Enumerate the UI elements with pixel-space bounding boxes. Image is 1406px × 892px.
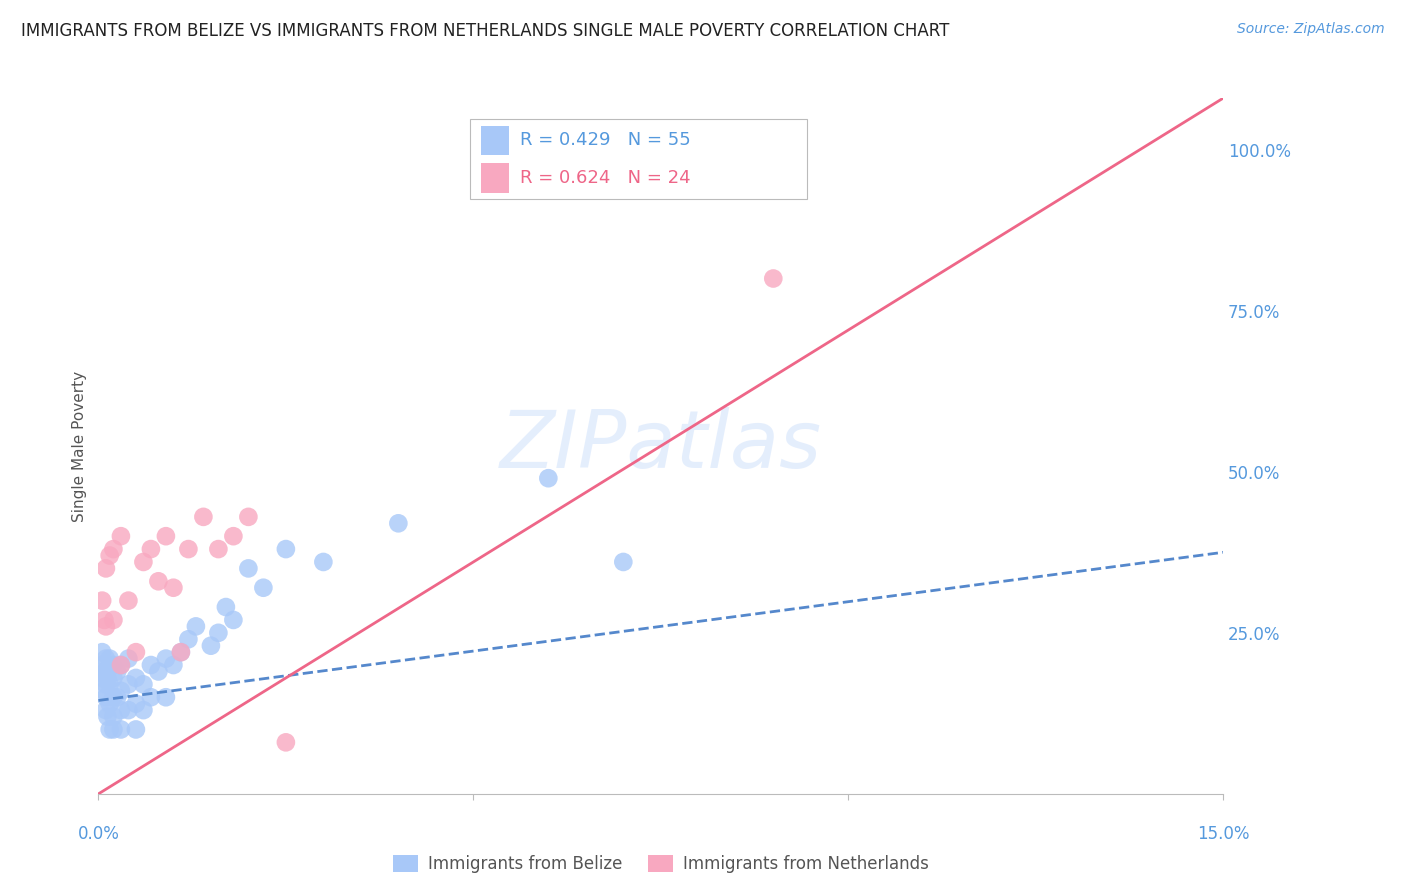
Point [117,703,139,717]
Point [612,555,634,569]
Point [139,658,162,673]
Point [125,697,148,711]
Point [103,723,125,737]
Point [103,613,125,627]
Point [139,542,162,557]
Text: R = 0.624   N = 24: R = 0.624 N = 24 [520,169,690,187]
Point [170,645,193,659]
Point [274,542,297,557]
Point [105,690,128,705]
Point [94,619,117,633]
Point [117,651,139,665]
Point [184,619,207,633]
Point [94,703,117,717]
Point [96,671,118,685]
Point [170,645,193,659]
Point [94,665,117,679]
Point [103,690,125,705]
Point [94,651,117,665]
Point [193,509,215,524]
Text: ZIPatlas: ZIPatlas [499,407,823,485]
FancyBboxPatch shape [481,163,509,193]
Point [98,697,121,711]
Point [103,671,125,685]
Text: 15.0%: 15.0% [1197,825,1250,843]
Point [238,561,260,575]
Point [762,271,785,285]
Point [252,581,274,595]
Point [98,651,121,665]
Point [207,542,229,557]
Point [155,529,177,543]
Point [139,690,162,705]
Point [537,471,560,485]
Point [93,683,115,698]
Point [387,516,409,531]
Point [94,690,117,705]
Point [238,509,260,524]
Point [110,683,132,698]
Point [103,709,125,723]
Point [155,690,177,705]
Point [103,658,125,673]
Point [274,735,297,749]
Point [155,651,177,665]
Point [177,542,200,557]
Point [125,645,148,659]
Point [148,665,170,679]
Point [110,658,132,673]
Point [222,529,245,543]
Point [110,658,132,673]
Point [98,549,121,563]
Point [94,677,117,691]
FancyBboxPatch shape [470,119,807,199]
Point [98,677,121,691]
Point [200,639,222,653]
Text: Source: ZipAtlas.com: Source: ZipAtlas.com [1237,22,1385,37]
Point [215,600,238,615]
Point [162,581,184,595]
Point [117,593,139,607]
Point [117,677,139,691]
Point [125,671,148,685]
Point [148,574,170,589]
Point [125,723,148,737]
Text: 0.0%: 0.0% [77,825,120,843]
FancyBboxPatch shape [481,126,509,155]
Point [91,645,114,659]
Text: R = 0.429   N = 55: R = 0.429 N = 55 [520,131,690,149]
Point [132,703,155,717]
Y-axis label: Single Male Poverty: Single Male Poverty [72,370,87,522]
Point [312,555,335,569]
Point [132,677,155,691]
Point [110,703,132,717]
Point [94,561,117,575]
Point [103,542,125,557]
Point [91,671,114,685]
Point [110,529,132,543]
Point [91,593,114,607]
Point [207,625,229,640]
Point [110,723,132,737]
Point [98,723,121,737]
Point [93,613,115,627]
Point [91,658,114,673]
Point [96,709,118,723]
Point [93,665,115,679]
Point [132,555,155,569]
Point [162,658,184,673]
Point [222,613,245,627]
Legend: Immigrants from Belize, Immigrants from Netherlands: Immigrants from Belize, Immigrants from … [387,848,935,880]
Point [177,632,200,647]
Text: IMMIGRANTS FROM BELIZE VS IMMIGRANTS FROM NETHERLANDS SINGLE MALE POVERTY CORREL: IMMIGRANTS FROM BELIZE VS IMMIGRANTS FRO… [21,22,949,40]
Point [105,665,128,679]
